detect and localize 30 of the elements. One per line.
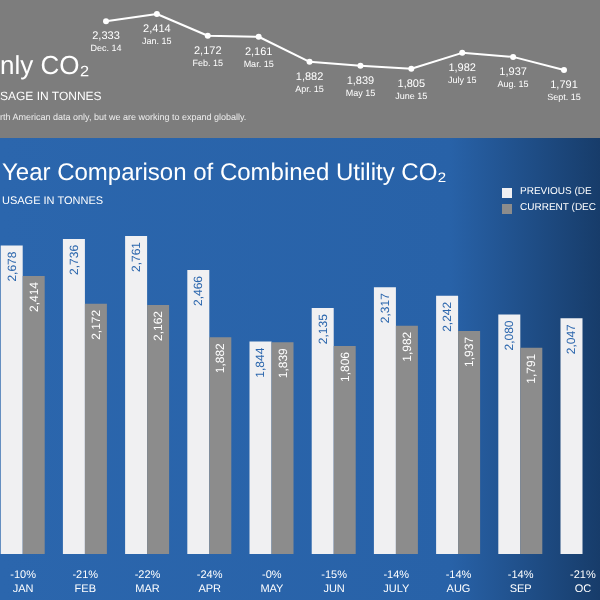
- bar: [147, 304, 170, 554]
- bar: [22, 275, 45, 554]
- bar: [458, 330, 481, 554]
- point: [459, 49, 466, 56]
- bar: [125, 236, 148, 554]
- chart-title: Year Comparison of Combined Utility CO₂: [2, 158, 447, 186]
- bar: [395, 325, 418, 554]
- bar: [0, 245, 23, 554]
- point: [561, 67, 567, 73]
- point: [204, 32, 211, 39]
- bar: [209, 337, 232, 554]
- bar: [373, 287, 396, 554]
- point: [103, 18, 109, 25]
- bar: [560, 318, 583, 554]
- point: [306, 58, 313, 65]
- bar: [62, 238, 85, 554]
- bar: [249, 341, 272, 554]
- text: nly CO₂: [0, 50, 90, 80]
- point: [357, 62, 364, 69]
- bar: [333, 345, 356, 554]
- point: [255, 33, 262, 40]
- point: [510, 53, 517, 60]
- bar: [520, 347, 543, 554]
- bar: [84, 303, 107, 554]
- bar: [271, 342, 294, 554]
- bar: [436, 295, 459, 554]
- point: [408, 65, 415, 72]
- bar: [498, 314, 521, 554]
- bar: [311, 308, 334, 554]
- bar: [187, 269, 210, 554]
